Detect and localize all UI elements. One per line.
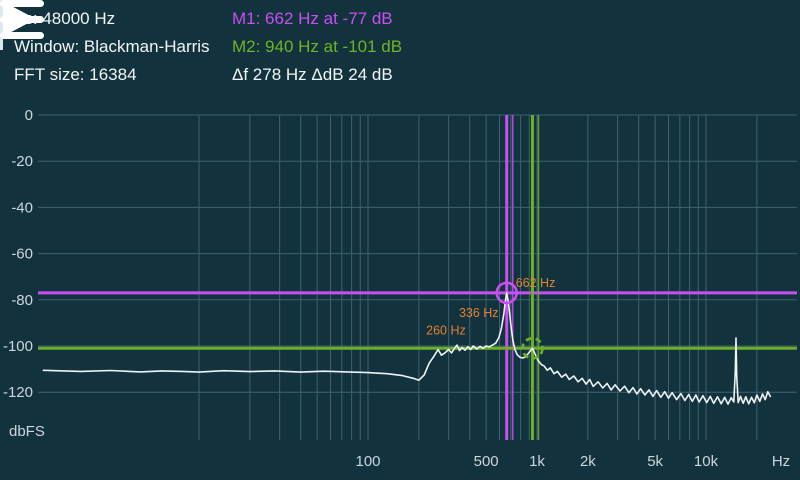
y-axis-tick-label: -120 [3,384,33,401]
header-divider [0,0,3,50]
y-axis-tick-label: -20 [11,153,33,170]
peak-annotation: 336 Hz [459,306,499,320]
marker1-readout: M1: 662 Hz at -77 dB [232,9,393,28]
y-axis-tick-label: -60 [11,246,33,263]
x-axis-tick-label: 2k [580,453,596,470]
marker-m1-circle[interactable] [495,281,519,305]
y-axis-tick-label: -40 [11,199,33,216]
marker-delta-readout: Δf 278 Hz ΔdB 24 dB [232,65,393,84]
x-axis-tick-label: 500 [474,453,499,470]
menu-icon [0,0,44,7]
y-axis-tick-label: -80 [11,292,33,309]
peak-annotation: 260 Hz [426,323,466,337]
x-axis-tick-label: 5k [647,453,663,470]
menu-button[interactable] [0,0,44,44]
x-axis-unit-label: Hz [772,453,790,470]
y-axis-tick-label: 0 [25,107,33,124]
window-function-label: Window: Blackman-Harris [14,37,210,56]
x-axis-tick-label: 100 [355,453,380,470]
sample-rate-label: Fs: 48000 Hz [14,9,116,28]
x-axis-tick-label: 1k [529,453,545,470]
y-axis-unit-label: dbFS [9,423,45,440]
spectrum-trace [42,292,772,406]
x-axis-tick-label: 10k [694,453,719,470]
fft-size-label: FFT size: 16384 [14,65,137,84]
marker-m2-circle[interactable] [521,337,544,360]
marker2-readout: M2: 940 Hz at -101 dB [232,37,403,56]
peak-annotation: 662 Hz [516,276,556,290]
y-axis-tick-label: -100 [3,338,33,355]
